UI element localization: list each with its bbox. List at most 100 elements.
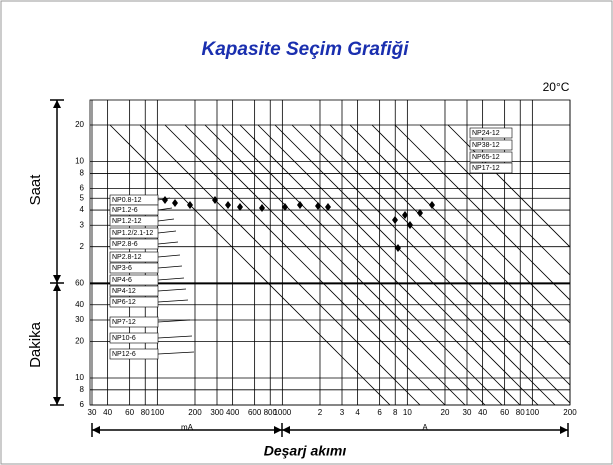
model-label: NP12-6 xyxy=(112,351,136,358)
model-label: NP65-12 xyxy=(472,154,500,161)
model-label: NP2.8-6 xyxy=(112,241,138,248)
model-label: NP0.8-12 xyxy=(112,197,142,204)
marker xyxy=(162,196,168,204)
x-tick-label: 8 xyxy=(393,408,398,417)
x-tick-label: 40 xyxy=(478,408,487,417)
x-tick-label: 20 xyxy=(441,408,450,417)
y-label-minutes: Dakika xyxy=(27,321,44,368)
marker xyxy=(429,201,435,209)
temperature: 20°C xyxy=(543,80,570,94)
capacity-line xyxy=(164,124,446,405)
unit-ma: mA xyxy=(181,423,194,432)
y-tick-label: 8 xyxy=(80,385,85,394)
model-box xyxy=(469,162,513,174)
model-label: NP38-12 xyxy=(472,142,500,149)
leader xyxy=(157,288,187,292)
y-tick-label: 6 xyxy=(80,400,85,409)
marker xyxy=(297,201,303,209)
x-tick-label: 10 xyxy=(403,408,412,417)
capacity-line xyxy=(371,124,570,324)
model-label: NP3-6 xyxy=(112,265,132,272)
y-tick-label: 30 xyxy=(75,315,84,324)
title: Kapasite Seçim Grafiği xyxy=(202,39,410,60)
capacity-line xyxy=(329,124,570,366)
x-tick-label: 6 xyxy=(377,408,382,417)
marker xyxy=(395,244,401,252)
y-tick-label: 6 xyxy=(80,184,85,193)
capacity-line xyxy=(447,124,570,248)
capacity-lines xyxy=(109,124,570,405)
model-label: NP1.2-12 xyxy=(112,218,142,225)
x-tick-label: 600 xyxy=(248,408,262,417)
y-tick-label: 20 xyxy=(75,337,84,346)
leader xyxy=(157,299,189,303)
y-tick-label: 3 xyxy=(80,220,85,229)
model-label: NP10-6 xyxy=(112,335,136,342)
capacity-line xyxy=(257,124,539,405)
x-tick-label: 30 xyxy=(88,408,97,417)
capacity-line xyxy=(239,124,521,405)
x-tick-label: 80 xyxy=(516,408,525,417)
x-tick-label: 60 xyxy=(125,408,134,417)
x-tick-label: 2 xyxy=(318,408,323,417)
capacity-line xyxy=(349,124,570,346)
y-tick-label: 40 xyxy=(75,300,84,309)
y-tick-label: 10 xyxy=(75,373,84,382)
capacity-line xyxy=(139,124,421,405)
leader xyxy=(157,335,193,339)
x-tick-label: 1000 xyxy=(273,408,291,417)
y-tick-label: 10 xyxy=(75,157,84,166)
x-tick-label: 800 xyxy=(264,408,278,417)
capacity-line xyxy=(221,124,503,405)
marker xyxy=(282,203,288,211)
leader xyxy=(157,254,181,258)
capacity-line xyxy=(419,124,570,276)
leader xyxy=(157,277,185,281)
model-label: NP7-12 xyxy=(112,319,136,326)
model-label: NP4-6 xyxy=(112,277,132,284)
leader xyxy=(157,265,183,269)
x-tick-label: 300 xyxy=(210,408,224,417)
x-tick-label: 200 xyxy=(563,408,577,417)
marker xyxy=(315,202,321,210)
model-box xyxy=(469,151,513,163)
y-tick-label: 2 xyxy=(80,242,85,251)
model-label: NP2.8-12 xyxy=(112,254,142,261)
x-arrows xyxy=(91,423,569,437)
y-tick-label: 20 xyxy=(75,120,84,129)
marker xyxy=(237,203,243,211)
x-tick-label: 400 xyxy=(226,408,240,417)
x-tick-label: 200 xyxy=(188,408,202,417)
x-tick-label: 60 xyxy=(500,408,509,417)
model-label: NP1.2-6 xyxy=(112,207,138,214)
x-tick-label: 3 xyxy=(340,408,345,417)
model-label: NP4-12 xyxy=(112,288,136,295)
x-tick-label: 4 xyxy=(355,408,360,417)
leader xyxy=(157,241,179,245)
x-tick-label: 100 xyxy=(151,408,165,417)
model-box xyxy=(469,139,513,151)
x-tick-label: 40 xyxy=(103,408,112,417)
y-tick-label: 4 xyxy=(80,205,85,214)
x-tick-label: 80 xyxy=(141,408,150,417)
leader xyxy=(157,197,171,201)
marker xyxy=(407,221,413,229)
marker xyxy=(212,196,218,204)
y-tick-label: 60 xyxy=(75,278,84,287)
y-arrows xyxy=(50,99,64,406)
capacity-line xyxy=(204,124,486,405)
model-box xyxy=(469,127,513,139)
capacity-line xyxy=(274,124,556,405)
marker xyxy=(325,203,331,211)
capacity-line xyxy=(291,124,570,404)
model-label: NP24-12 xyxy=(472,130,500,137)
y-tick-label: 8 xyxy=(80,169,85,178)
leader xyxy=(157,230,177,234)
model-label: NP17-12 xyxy=(472,165,500,172)
x-tick-label: 30 xyxy=(463,408,472,417)
leader xyxy=(157,351,195,355)
capacity-line xyxy=(394,124,570,301)
capacity-line xyxy=(109,124,391,405)
